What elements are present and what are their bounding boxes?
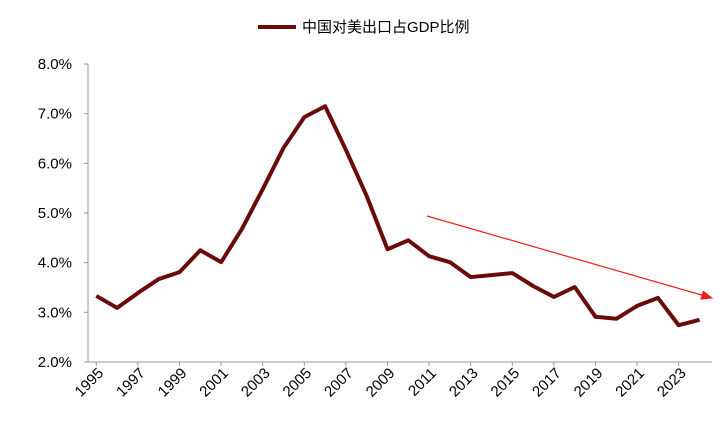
y-tick-label: 7.0%: [38, 106, 72, 123]
x-tick-label: 2011: [405, 365, 440, 400]
x-tick-label: 2003: [238, 365, 274, 401]
x-tick-label: 2005: [280, 365, 316, 401]
x-tick-label: 2019: [571, 365, 607, 401]
y-tick-label: 8.0%: [38, 56, 72, 73]
x-tick-label: 2007: [321, 365, 357, 401]
series-line: [95, 104, 701, 328]
y-tick-label: 6.0%: [38, 155, 72, 172]
trend-arrow: [426, 215, 714, 300]
x-tick-label: 2009: [363, 365, 399, 401]
y-tick-label: 3.0%: [38, 304, 72, 321]
x-tick-label: 2023: [654, 365, 690, 401]
x-tick-label: 1997: [113, 365, 149, 401]
x-tick-label: 2017: [529, 365, 565, 401]
x-tick-label: 2015: [488, 365, 524, 401]
y-tick-label: 4.0%: [38, 255, 72, 272]
x-tick-label: 2021: [612, 365, 648, 401]
y-tick-label: 2.0%: [38, 354, 72, 371]
x-tick-label: 1995: [72, 365, 108, 401]
x-tick-label: 2013: [446, 365, 482, 401]
legend-label: 中国对美出口占GDP比例: [302, 19, 470, 36]
x-tick-label: 1999: [155, 365, 191, 401]
y-tick-label: 5.0%: [38, 205, 72, 222]
x-tick-label: 2001: [196, 365, 232, 401]
